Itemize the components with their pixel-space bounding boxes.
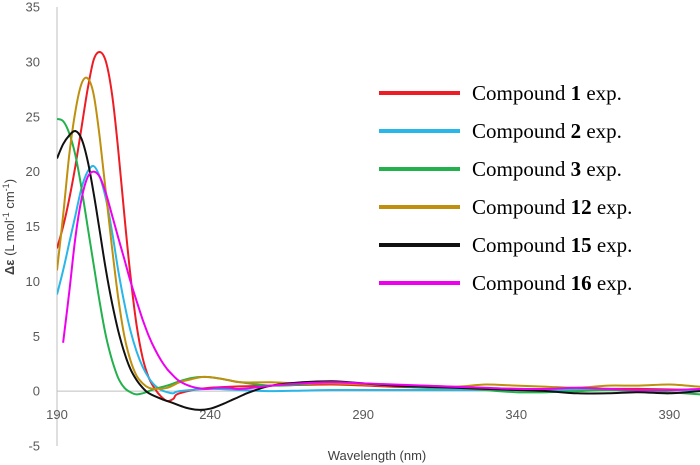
legend-label-2: Compound 2 exp. [472,119,622,143]
y-tick-label: -5 [28,439,40,454]
y-tick-label: 30 [26,54,40,69]
y-axis-label: Δε (L mol-1 cm-1) [1,179,17,275]
y-tick-label: 5 [33,329,40,344]
y-tick-label: 15 [26,219,40,234]
y-tick-label: 35 [26,0,40,15]
series-line-12 [57,76,700,390]
legend-label-3: Compound 3 exp. [472,157,622,181]
legend-label-12: Compound 12 exp. [472,195,632,219]
y-tick-label: 25 [26,109,40,124]
legend-label-16: Compound 16 exp. [472,271,632,295]
x-tick-label: 340 [505,407,527,422]
series-line-15 [57,129,700,411]
x-tick-label: 190 [46,407,68,422]
x-tick-label: 290 [352,407,374,422]
x-tick-label: 390 [659,407,681,422]
legend-label-15: Compound 15 exp. [472,233,632,257]
legend: Compound 1 exp. Compound 2 exp. Compound 3… [379,81,632,295]
series-line-2 [57,164,700,395]
series-line-3 [57,117,700,396]
series-line-16 [62,170,700,392]
y-tick-label: 20 [26,164,40,179]
x-tick-label: 240 [199,407,221,422]
y-tick-label: 0 [33,384,40,399]
legend-label-1: Compound 1 exp. [472,81,622,105]
y-tick-label: 10 [26,274,40,289]
x-axis-label: Wavelength (nm) [328,448,427,463]
